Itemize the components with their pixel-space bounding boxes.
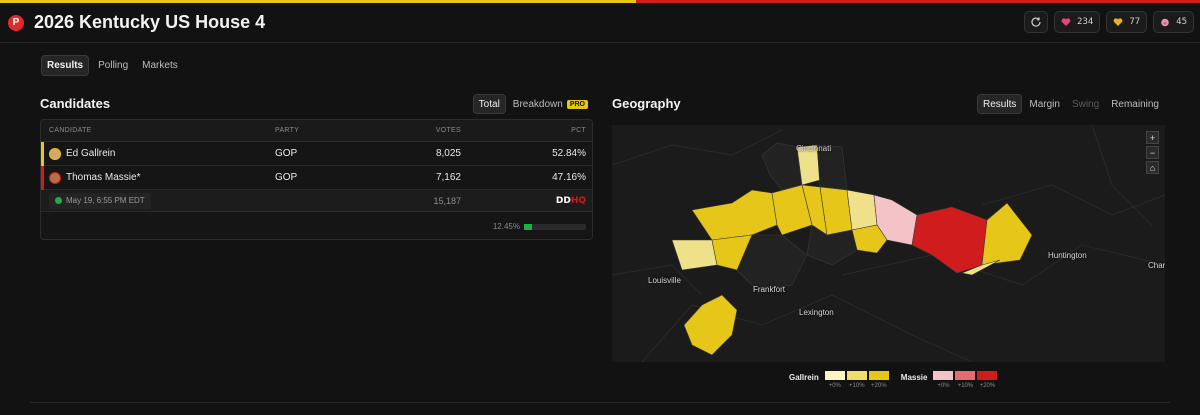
legend-massie-label: Massie [900,373,928,382]
geography-title: Geography [612,96,681,111]
tab-polling[interactable]: Polling [98,60,129,71]
ddhq-logo-b: HQ [570,195,586,206]
table-footer: May 19, 6:55 PM EDT 15,187 DDHQ [41,190,592,212]
col-party-header: PARTY [275,127,300,134]
candidate-party: GOP [275,148,298,159]
label-frankfort: Frankfort [753,285,786,294]
candidate-cell: Ed Gallrein [49,147,116,160]
results-progress-strip [0,0,1200,3]
mode-remaining[interactable]: Remaining [1111,98,1159,110]
reaction-pig-button[interactable]: 45 [1153,11,1194,33]
updated-timestamp: May 19, 6:55 PM EDT [49,192,151,209]
avatar [49,171,61,184]
col-pct-header: PCT [571,127,586,134]
tab-results[interactable]: Results [41,55,90,76]
legend-tick: +0% [937,383,950,389]
candidate-pct: 52.84% [552,148,586,159]
header-actions: 234 77 45 [1024,11,1194,33]
main-tabs: Results Polling Markets [41,55,183,76]
table-header: CANDIDATE PARTY VOTES PCT [41,120,592,142]
zoom-out-button[interactable]: − [1146,146,1159,159]
candidates-view-toggle: Total Breakdown PRO [472,94,593,114]
candidates-table: CANDIDATE PARTY VOTES PCT Ed Gallrein GO… [40,119,593,240]
massie-share-strip [636,0,1200,3]
legend-swatch [846,371,867,380]
tab-markets[interactable]: Markets [142,60,178,71]
gallrein-share-strip [0,0,636,3]
legend-swatch [977,371,998,380]
candidate-name: Thomas Massie* [66,172,141,183]
breakdown-label: Breakdown [512,98,563,110]
yellow-heart-icon [1113,18,1123,26]
legend-swatch [955,371,976,380]
label-charleston: Char [1148,261,1165,270]
table-row[interactable]: Ed Gallrein GOP 8,025 52.84% [41,142,592,166]
legend-tick: +20% [871,383,887,389]
candidate-votes: 7,162 [435,172,461,183]
label-louisville: Louisville [648,276,681,285]
heart-count: 234 [1077,17,1094,27]
pro-badge: PRO [566,99,588,109]
reporting-fill [524,223,532,230]
candidate-color-bar [41,142,44,166]
legend-swatch [824,371,845,380]
mode-results[interactable]: Results [977,94,1023,114]
reporting-progress: 12.45% [493,222,586,231]
candidates-title: Candidates [40,96,111,111]
map-canvas [612,125,1165,362]
legend-tick: +20% [979,383,996,389]
page-title: 2026 Kentucky US House 4 [34,12,266,32]
map-legend: Gallrein +0% +10% +20% Massie +0% +10% +… [789,371,998,389]
mode-swing[interactable]: Swing [1071,98,1100,110]
candidate-cell: Thomas Massie* [49,171,141,184]
reporting-track [524,223,586,230]
reaction-yellow-heart-button[interactable]: 77 [1106,11,1148,33]
label-lexington: Lexington [799,308,834,317]
breakdown-toggle[interactable]: Breakdown PRO [508,94,593,114]
candidate-votes: 8,025 [435,148,461,159]
legend-tick: +0% [828,383,841,389]
heart-icon [1061,18,1071,26]
reset-view-button[interactable]: ⌂ [1146,161,1159,174]
legend-massie-scale: +0% +10% +20% [933,371,998,389]
pig-icon [1161,18,1169,27]
col-votes-header: VOTES [435,127,461,134]
legend-gallrein-label: Gallrein [789,373,819,382]
candidate-color-bar [41,166,44,190]
page-header: P 2026 Kentucky US House 4 234 77 45 [0,3,1200,43]
refresh-icon [1031,17,1041,27]
refresh-button[interactable] [1024,11,1049,33]
timestamp-text: May 19, 6:55 PM EDT [66,196,145,205]
col-candidate-header: CANDIDATE [49,127,92,134]
ddhq-logo-a: DD [555,195,571,206]
total-toggle[interactable]: Total [472,94,506,114]
pig-count: 45 [1176,17,1187,27]
legend-tick: +10% [849,383,865,389]
legend-gallrein-scale: +0% +10% +20% [824,371,889,389]
legend-swatch [933,371,954,380]
section-divider [30,402,1170,403]
yellow-heart-count: 77 [1129,17,1141,27]
mode-margin[interactable]: Margin [1029,98,1060,110]
label-huntington: Huntington [1048,251,1087,260]
reaction-heart-button[interactable]: 234 [1054,11,1101,33]
label-cincinnati: Cincinnati [796,144,832,153]
reporting-percent: 12.45% [492,222,520,231]
candidate-name: Ed Gallrein [66,148,116,159]
legend-tick: +10% [957,383,974,389]
ddhq-logo: DDHQ [556,196,586,206]
avatar [49,147,61,160]
total-votes: 15,187 [433,195,461,206]
county-map[interactable]: Cincinnati Huntington Louisville Frankfo… [612,125,1165,362]
candidate-pct: 47.16% [552,172,586,183]
table-row[interactable]: Thomas Massie* GOP 7,162 47.16% [41,166,592,190]
polymarket-logo[interactable]: P [8,14,24,31]
legend-swatch [868,371,889,380]
geography-mode-toggle: Results Margin Swing Remaining [977,94,1164,114]
zoom-in-button[interactable]: + [1146,131,1159,144]
candidate-party: GOP [275,172,298,183]
live-dot-icon [55,197,62,204]
